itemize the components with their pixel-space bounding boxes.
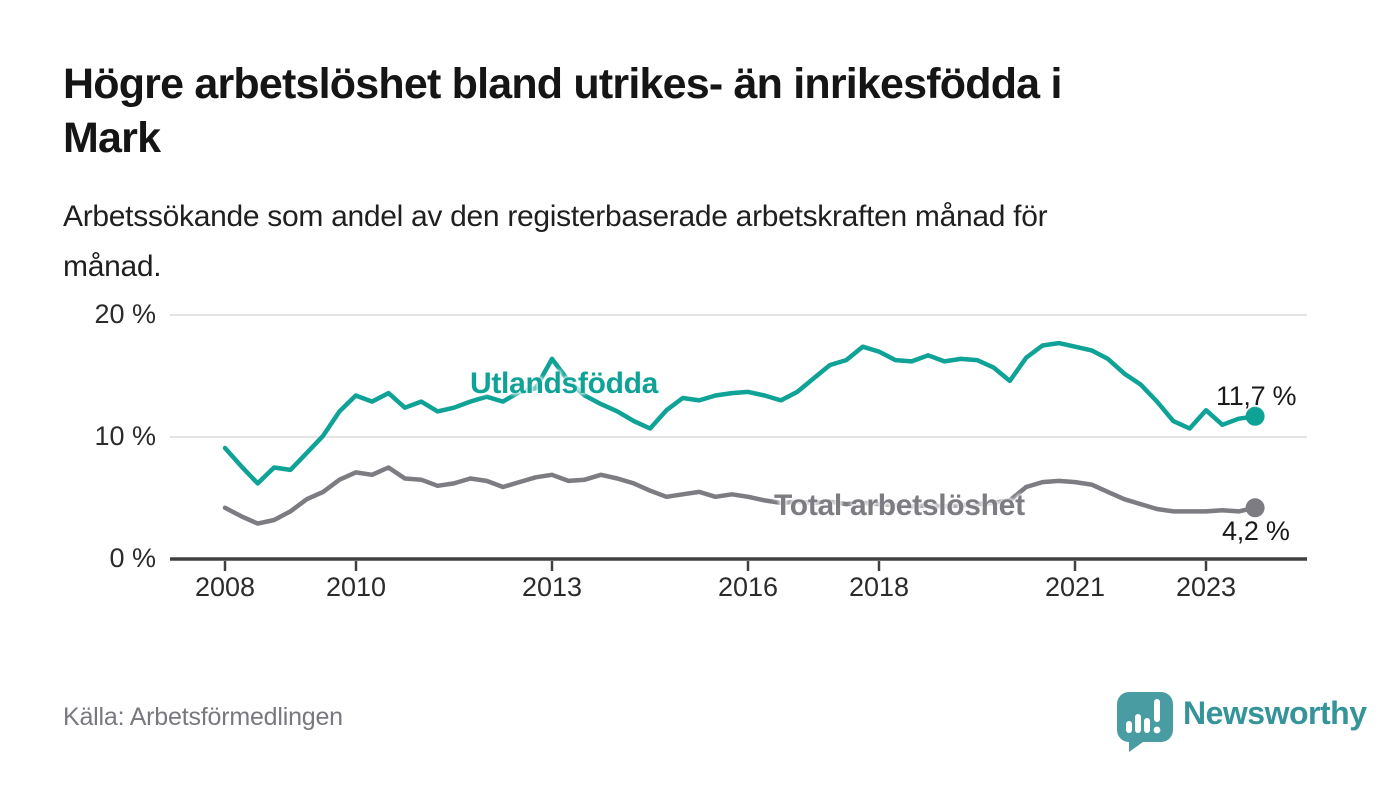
x-axis-label-2016: 2016	[717, 572, 779, 602]
newsworthy-wordmark: Newsworthy	[1183, 695, 1367, 731]
page-title-line-2: Mark	[63, 114, 161, 162]
page-subtitle-line-2: månad.	[63, 250, 162, 283]
series-label-utlandsfodda: Utlandsfödda	[470, 367, 659, 400]
utlandsfodda-end-dot	[1245, 406, 1265, 426]
x-axis-label-2008: 2008	[194, 572, 256, 602]
y-axis-label-10: 10 %	[94, 421, 156, 451]
source-note: Källa: Arbetsförmedlingen	[63, 703, 343, 731]
y-axis-label-20: 20 %	[94, 299, 156, 329]
page-title-line-1: Högre arbetslöshet bland utrikes- än inr…	[63, 60, 1062, 108]
utlandsfodda-line	[222, 340, 1258, 486]
end-value-total-arbetsloshet: 4,2 %	[1222, 516, 1290, 546]
logo-bar-3	[1144, 718, 1150, 733]
x-axis-label-2021: 2021	[1044, 572, 1106, 602]
total-arbetsloshet-line	[222, 465, 1258, 526]
page-title: Högre arbetslöshet bland utrikes- än inr…	[63, 57, 1323, 165]
series-label-total-arbetsloshet: Total arbetslöshet	[774, 489, 1025, 522]
total-arbetsloshet-end-dot	[1245, 498, 1265, 518]
x-axis-label-2018: 2018	[848, 572, 910, 602]
newsworthy-logo-icon	[1117, 692, 1173, 752]
page-subtitle-line-1: Arbetssökande som andel av den registerb…	[63, 200, 1048, 233]
x-axis-label-2023: 2023	[1175, 572, 1237, 602]
logo-bar-2	[1135, 714, 1141, 733]
x-axis-label-2013: 2013	[521, 572, 583, 602]
logo-bar-1	[1126, 721, 1132, 733]
x-axis-label-2010: 2010	[325, 572, 387, 602]
end-value-utlandsfodda: 11,7 %	[1216, 381, 1297, 411]
logo-exclamation-dot	[1153, 726, 1161, 734]
y-axis-label-0: 0 %	[109, 543, 156, 573]
page-subtitle: Arbetssökande som andel av den registerb…	[63, 192, 1263, 292]
logo-exclamation-bar	[1154, 699, 1160, 722]
